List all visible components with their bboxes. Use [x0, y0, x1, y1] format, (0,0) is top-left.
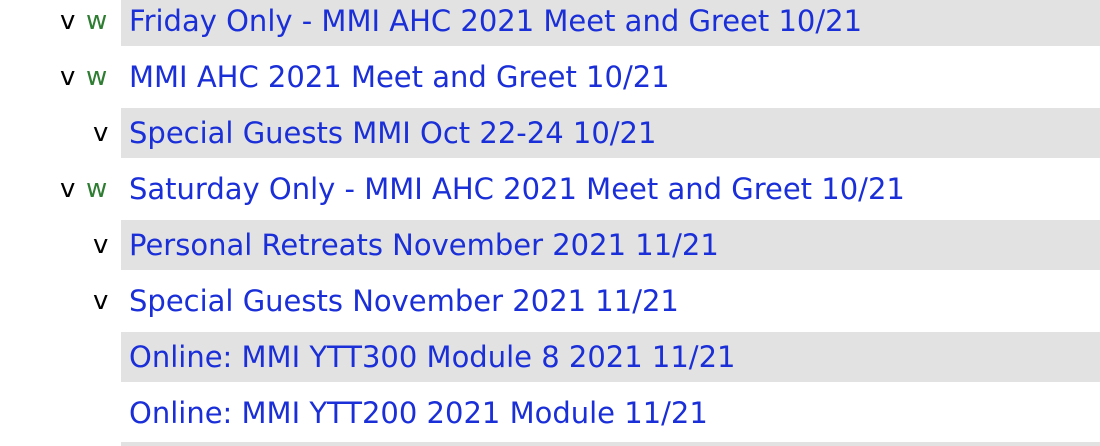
event-link[interactable]: Special Guests MMI Oct 22-24 10/21	[129, 116, 657, 150]
event-link[interactable]: Saturday Only - MMI AHC 2021 Meet and Gr…	[129, 172, 905, 206]
event-row: v w Saturday Only - MMI AHC 2021 Meet an…	[0, 164, 1100, 214]
event-row-bar: MMI AHC 2021 Meet and Greet 10/21	[121, 52, 1100, 102]
event-link[interactable]: Personal Retreats November 2021 11/21	[129, 228, 719, 262]
row-markers: v w	[0, 52, 120, 102]
event-row-bar: Saturday Only - MMI AHC 2021 Meet and Gr…	[121, 164, 1100, 214]
event-row: v w Friday Only - MMI AHC 2021 Meet and …	[0, 0, 1100, 46]
w-marker: w	[86, 62, 108, 92]
row-markers: v w	[0, 164, 120, 214]
row-markers: v w	[0, 0, 120, 46]
v-marker: v	[93, 286, 109, 316]
event-row-bar: Personal Retreats November 2021 11/21	[121, 220, 1100, 270]
event-row-bar: Online: MMI YTT200 2021 Module 11/21	[121, 388, 1100, 438]
event-row: v Personal Retreats November 2021 11/21	[0, 220, 1100, 270]
event-row-bar: Special Guests MMI Oct 22-24 10/21	[121, 108, 1100, 158]
v-marker: v	[60, 6, 76, 36]
event-row-bar: Special Guests November 2021 11/21	[121, 276, 1100, 326]
event-row: v Special Guests November 2021 11/21	[0, 276, 1100, 326]
v-marker: v	[60, 62, 76, 92]
w-marker: w	[86, 174, 108, 204]
event-link[interactable]: Friday Only - MMI AHC 2021 Meet and Gree…	[129, 4, 863, 38]
event-link[interactable]: MMI AHC 2021 Meet and Greet 10/21	[129, 60, 670, 94]
row-markers: v	[0, 276, 120, 326]
row-markers: v	[0, 220, 120, 270]
event-link[interactable]: Online: MMI YTT200 2021 Module 11/21	[129, 396, 708, 430]
v-marker: v	[60, 174, 76, 204]
event-row: v Special Guests MMI Oct 22-24 10/21	[0, 108, 1100, 158]
v-marker: v	[93, 118, 109, 148]
event-row-bar: Friday Only - MMI AHC 2021 Meet and Gree…	[121, 0, 1100, 46]
event-row: v w MMI AHC 2021 Meet and Greet 10/21	[0, 52, 1100, 102]
event-row: Online: MMI YTT300 Module 8 2021 11/21	[0, 332, 1100, 382]
w-marker: w	[86, 6, 108, 36]
event-row-bar: Online: MMI YTT300 Module 8 2021 11/21	[121, 332, 1100, 382]
event-link[interactable]: Online: MMI YTT300 Module 8 2021 11/21	[129, 340, 736, 374]
event-row: Online: MMI YTT200 2021 Module 11/21	[0, 388, 1100, 438]
row-markers: v	[0, 108, 120, 158]
event-link[interactable]: Special Guests November 2021 11/21	[129, 284, 679, 318]
v-marker: v	[93, 230, 109, 260]
row-separator	[121, 442, 1100, 446]
